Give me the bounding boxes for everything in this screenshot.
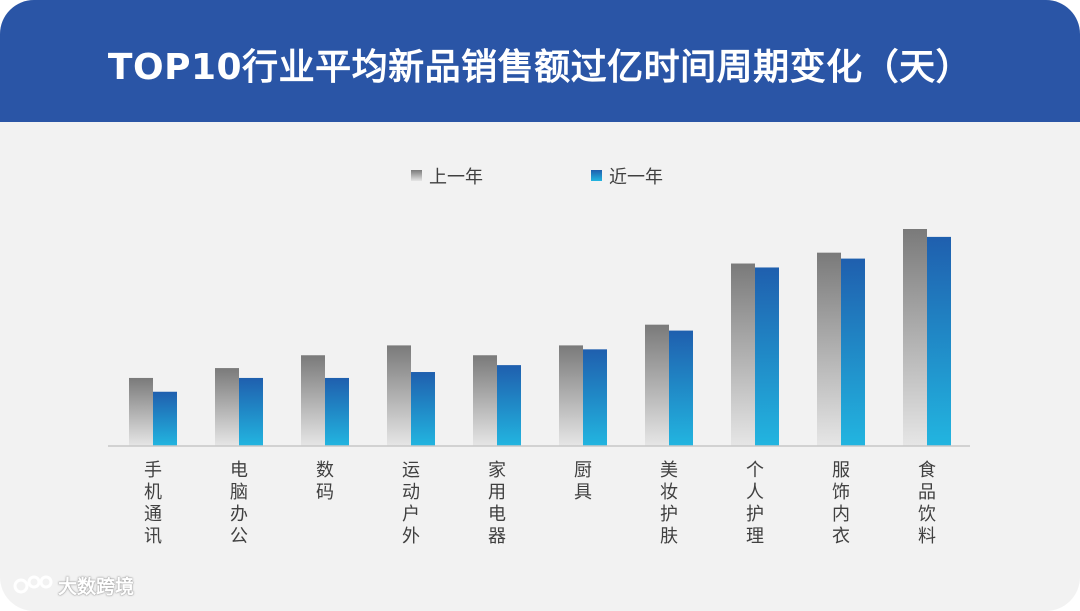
x-tick-label: 运动户外 [402, 460, 420, 547]
bars-group [129, 229, 951, 446]
x-tick-label: 个人护理 [746, 460, 764, 547]
bar-recent-year-4 [497, 365, 521, 446]
bar-recent-year-7 [755, 267, 779, 446]
bar-recent-year-1 [239, 377, 263, 446]
x-tick-label: 美妆护肤 [660, 460, 678, 547]
bar-prev-year-3 [387, 345, 411, 446]
bar-prev-year-6 [645, 324, 669, 446]
chart-legend: 上一年 近一年 [411, 167, 663, 188]
legend-label-prev-year: 上一年 [429, 167, 483, 188]
page-title: TOP10行业平均新品销售额过亿时间周期变化（天） [107, 47, 973, 88]
bar-prev-year-4 [473, 355, 497, 446]
bar-prev-year-8 [817, 252, 841, 446]
x-tick-label: 食品饮料 [918, 460, 936, 547]
x-tick-label: 家用电器 [488, 460, 506, 547]
bar-recent-year-8 [841, 258, 865, 446]
x-tick-label: 手机通讯 [144, 460, 162, 547]
bar-prev-year-2 [301, 355, 325, 446]
bar-prev-year-7 [731, 263, 755, 446]
bar-recent-year-2 [325, 377, 349, 446]
bar-prev-year-9 [903, 229, 927, 446]
brand-logo-icon [13, 575, 53, 593]
watermark-text: 大数跨境 [58, 576, 135, 598]
bar-recent-year-9 [927, 236, 951, 446]
x-tick-label: 服饰内衣 [832, 460, 850, 547]
legend-label-recent-year: 近一年 [609, 167, 663, 188]
bar-prev-year-0 [129, 377, 153, 446]
bar-recent-year-6 [669, 330, 693, 446]
legend-swatch-recent-year [591, 170, 602, 181]
bar-recent-year-5 [583, 349, 607, 446]
x-tick-label: 数码 [316, 460, 334, 503]
x-tick-label: 电脑办公 [230, 460, 248, 547]
bar-recent-year-3 [411, 372, 435, 446]
bar-recent-year-0 [153, 391, 177, 446]
x-axis-labels: 手机通讯 电脑办公 数码 运动户外 家用电器 厨具 美妆护肤 个人护理 服饰内衣 食品饮料 [144, 460, 936, 547]
legend-swatch-prev-year [411, 170, 422, 181]
x-tick-label: 厨具 [574, 460, 592, 503]
title-banner: TOP10行业平均新品销售额过亿时间周期变化（天） [0, 0, 1080, 122]
bar-prev-year-5 [559, 345, 583, 446]
watermark: 大数跨境 [12, 572, 134, 599]
bar-prev-year-1 [215, 368, 239, 446]
